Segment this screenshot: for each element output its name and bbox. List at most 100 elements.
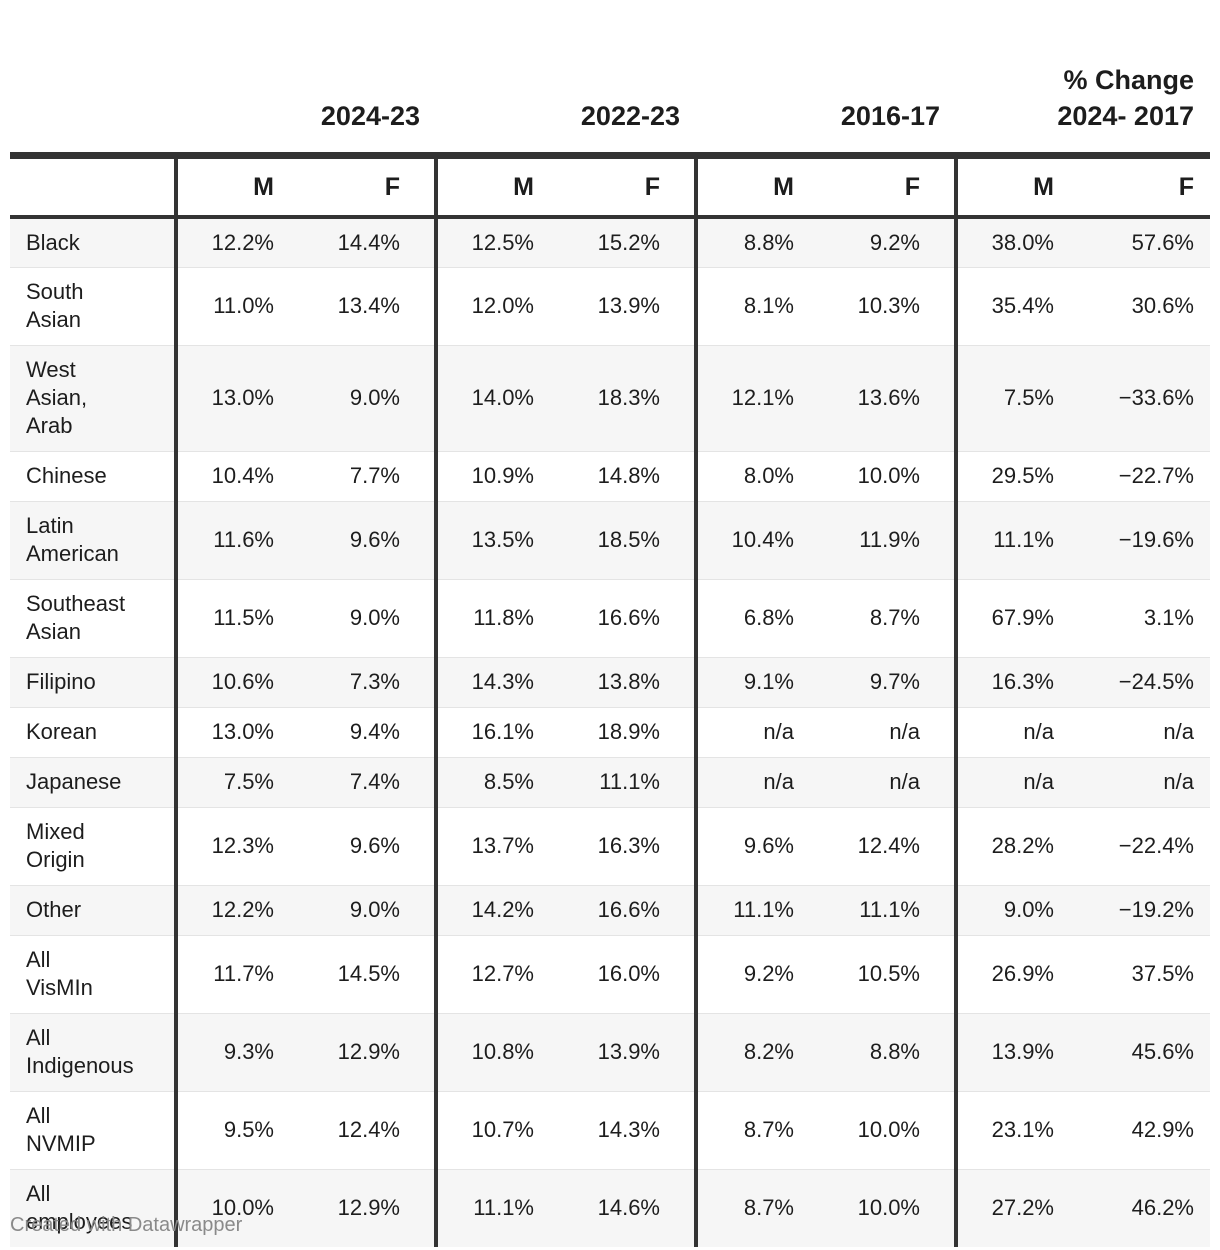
table-cell: 18.5%: [566, 501, 696, 580]
table-cell: 38.0%: [954, 217, 1086, 268]
table-cell: n/a: [826, 757, 956, 808]
table-row: Mixed Origin 12.3% 9.6% 13.7% 16.3% 9.6% 12.4%…: [10, 807, 1210, 886]
subheader-f: F: [306, 152, 436, 219]
table-cell: 14.6%: [566, 1169, 696, 1247]
table-cell: 16.1%: [434, 707, 566, 758]
table-cell: n/a: [826, 707, 956, 758]
subheader-m: M: [954, 152, 1086, 219]
table-cell: 12.1%: [694, 345, 826, 452]
table-cell: 9.5%: [174, 1091, 306, 1170]
table-row: Korean 13.0% 9.4% 16.1% 18.9% n/a n/a n/a n/a: [10, 707, 1210, 758]
table-cell: n/a: [1086, 757, 1210, 808]
table-cell: 9.1%: [694, 657, 826, 708]
table-cell: 9.6%: [306, 807, 436, 886]
subheader-f: F: [826, 152, 956, 219]
table-cell: 11.8%: [434, 579, 566, 658]
table-cell: 13.0%: [174, 707, 306, 758]
table-cell: 16.3%: [954, 657, 1086, 708]
table-cell: −33.6%: [1086, 345, 1210, 452]
table-cell: 9.0%: [306, 579, 436, 658]
table-cell: 11.5%: [174, 579, 306, 658]
subheader-m: M: [694, 152, 826, 219]
table-cell: 9.2%: [826, 217, 956, 268]
table-cell: 13.9%: [566, 1013, 696, 1092]
table-cell: 12.7%: [434, 935, 566, 1014]
row-label: West Asian, Arab: [10, 345, 176, 452]
table-cell: 13.6%: [826, 345, 956, 452]
table-cell: 37.5%: [1086, 935, 1210, 1014]
table-cell: −19.6%: [1086, 501, 1210, 580]
table-cell: n/a: [954, 707, 1086, 758]
table-row: All Indigenous 9.3% 12.9% 10.8% 13.9% 8.2% 8.8…: [10, 1013, 1210, 1092]
table-cell: 16.6%: [566, 885, 696, 936]
table-cell: 10.4%: [694, 501, 826, 580]
table-cell: 13.5%: [434, 501, 566, 580]
table-cell: 10.7%: [434, 1091, 566, 1170]
table-cell: 16.6%: [566, 579, 696, 658]
table-row: South Asian 11.0% 13.4% 12.0% 13.9% 8.1% 10.3%…: [10, 267, 1210, 346]
table-cell: 13.0%: [174, 345, 306, 452]
row-label: Korean: [10, 707, 176, 758]
header-blank-cell: [10, 0, 176, 156]
table-row: West Asian, Arab 13.0% 9.0% 14.0% 18.3% 12.1%…: [10, 345, 1210, 452]
data-table-container: 2024-23 2022-23 2016-17 % Change 2024- 2017…: [10, 0, 1210, 1247]
table-cell: 11.1%: [954, 501, 1086, 580]
table-cell: 16.3%: [566, 807, 696, 886]
table-cell: 9.6%: [694, 807, 826, 886]
row-label: Filipino: [10, 657, 176, 708]
table-cell: 42.9%: [1086, 1091, 1210, 1170]
table-row: All VisMIn 11.7% 14.5% 12.7% 16.0% 9.2% 10.5% 2…: [10, 935, 1210, 1014]
table-cell: 12.9%: [306, 1169, 436, 1247]
table-cell: −22.7%: [1086, 451, 1210, 502]
table-cell: 18.9%: [566, 707, 696, 758]
subheader-f: F: [566, 152, 696, 219]
row-label: All employees: [10, 1169, 176, 1247]
group-header: % Change 2024- 2017: [1057, 65, 1194, 131]
row-label: All Indigenous: [10, 1013, 176, 1092]
table-cell: n/a: [1086, 707, 1210, 758]
table-cell: 9.2%: [694, 935, 826, 1014]
table-row: All employees 10.0% 12.9% 11.1% 14.6% 8.7% 10.…: [10, 1169, 1210, 1247]
group-header: 2024-23: [320, 101, 420, 131]
subheader-m: M: [174, 152, 306, 219]
subheader-m: M: [434, 152, 566, 219]
table-cell: 67.9%: [954, 579, 1086, 658]
subheader-blank-cell: [10, 152, 176, 219]
row-label: Black: [10, 217, 176, 268]
data-table: 2024-23 2022-23 2016-17 % Change 2024- 2017…: [10, 0, 1210, 1247]
table-row: Filipino 10.6% 7.3% 14.3% 13.8% 9.1% 9.7% 16.3%…: [10, 657, 1210, 708]
row-label: Japanese: [10, 757, 176, 808]
table-cell: 15.2%: [566, 217, 696, 268]
row-label: All NVMIP: [10, 1091, 176, 1170]
table-cell: 11.0%: [174, 267, 306, 346]
table-cell: 10.3%: [826, 267, 956, 346]
group-header: 2022-23: [580, 101, 680, 131]
row-label: South Asian: [10, 267, 176, 346]
table-cell: 12.4%: [826, 807, 956, 886]
table-cell: 8.7%: [694, 1169, 826, 1247]
table-cell: 9.6%: [306, 501, 436, 580]
table-cell: 8.1%: [694, 267, 826, 346]
table-cell: 57.6%: [1086, 217, 1210, 268]
table-cell: 8.7%: [694, 1091, 826, 1170]
table-cell: 9.0%: [306, 345, 436, 452]
table-cell: 11.1%: [826, 885, 956, 936]
table-cell: 12.3%: [174, 807, 306, 886]
table-cell: 45.6%: [1086, 1013, 1210, 1092]
table-cell: 11.1%: [434, 1169, 566, 1247]
table-cell: 3.1%: [1086, 579, 1210, 658]
table-cell: −22.4%: [1086, 807, 1210, 886]
table-cell: 11.6%: [174, 501, 306, 580]
table-cell: 12.0%: [434, 267, 566, 346]
table-row: All NVMIP 9.5% 12.4% 10.7% 14.3% 8.7% 10.0% 23.…: [10, 1091, 1210, 1170]
table-row: Black 12.2% 14.4% 12.5% 15.2% 8.8% 9.2% 38.0% 57…: [10, 217, 1210, 268]
table-cell: 14.8%: [566, 451, 696, 502]
table-cell: 10.0%: [826, 1091, 956, 1170]
table-cell: 9.0%: [306, 885, 436, 936]
table-cell: 27.2%: [954, 1169, 1086, 1247]
table-cell: 11.1%: [566, 757, 696, 808]
table-cell: 13.4%: [306, 267, 436, 346]
table-cell: 7.5%: [174, 757, 306, 808]
footer-credit: Created with Datawrapper: [10, 1214, 243, 1236]
table-cell: 14.0%: [434, 345, 566, 452]
